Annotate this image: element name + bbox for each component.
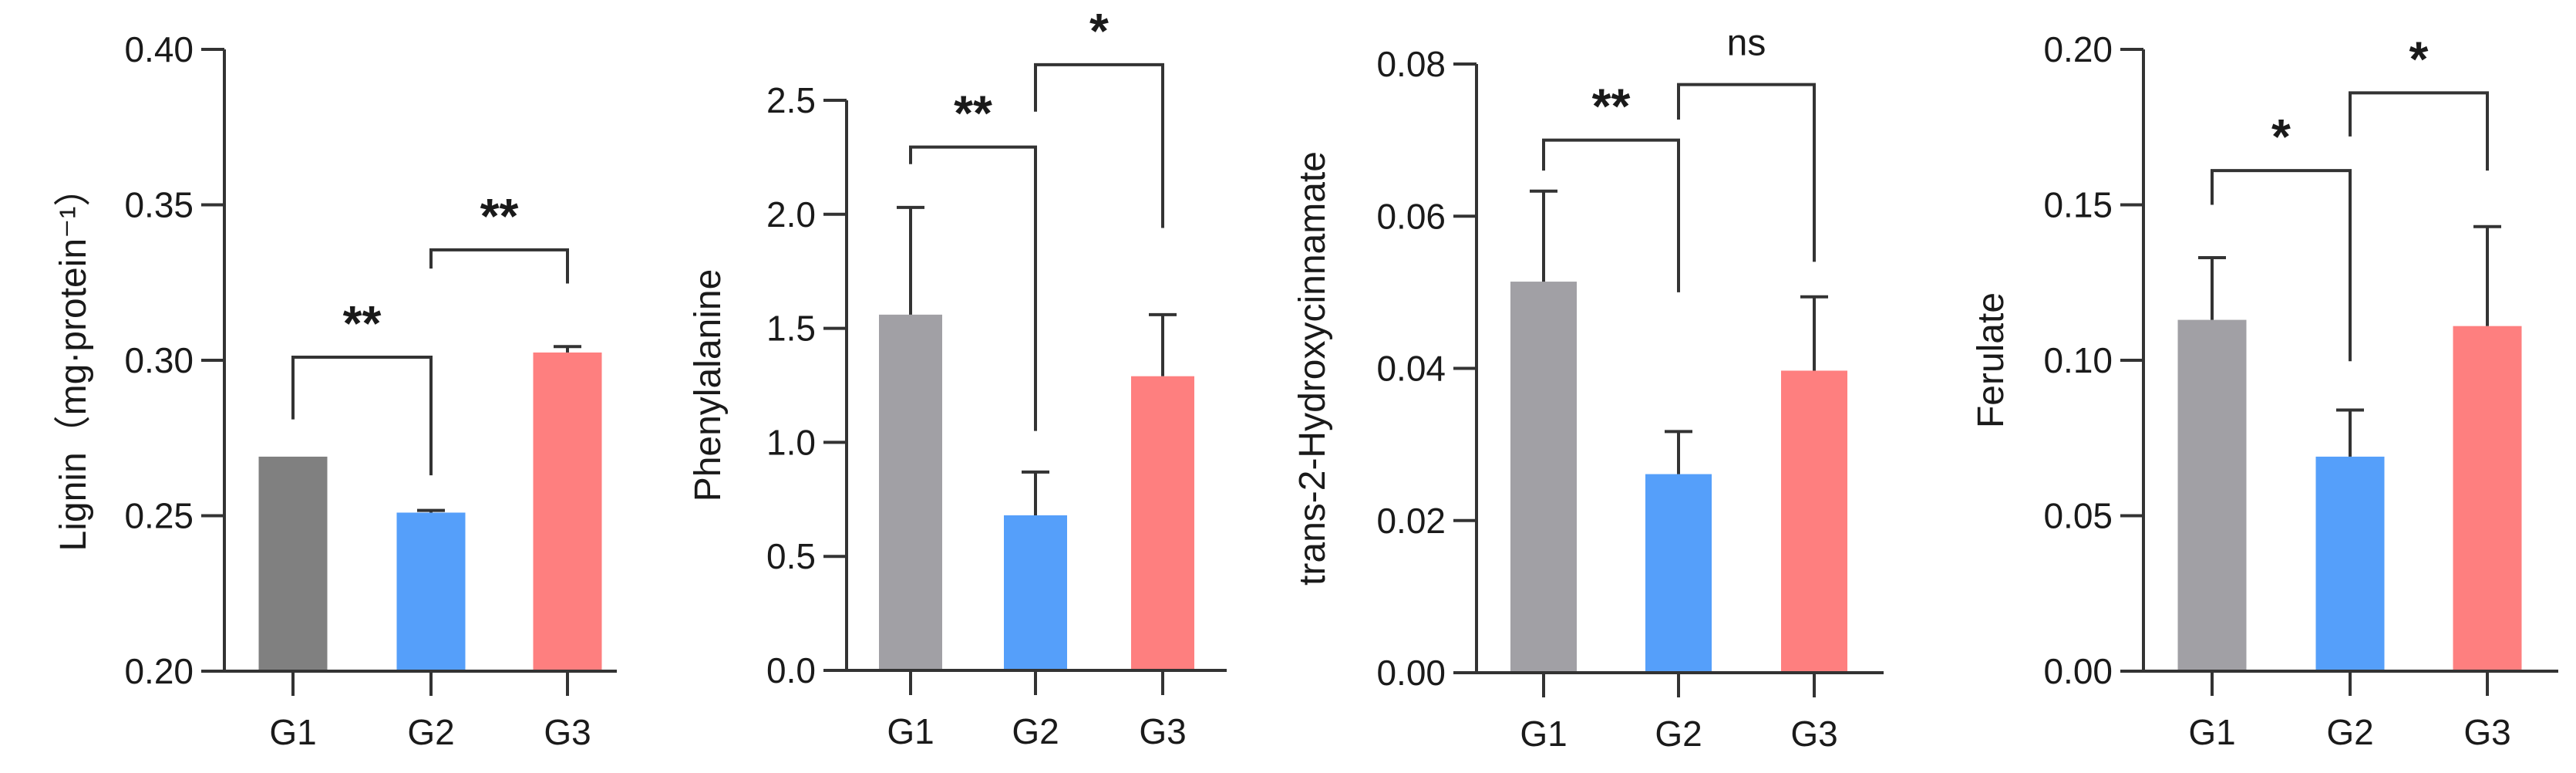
y-tick-label: 2.5 (766, 80, 816, 120)
y-tick-label: 2.0 (766, 194, 816, 235)
significance-label: ** (1592, 79, 1631, 134)
y-tick-label: 1.5 (766, 309, 816, 349)
significance-label: * (2409, 31, 2429, 86)
significance-bracket (291, 355, 433, 476)
bar-G1 (879, 314, 942, 670)
bar-G1 (1510, 282, 1577, 673)
x-tick-label: G2 (1012, 711, 1059, 751)
significance-label: * (1089, 3, 1109, 59)
x-tick-label: G1 (2188, 712, 2235, 752)
x-tick-label: G3 (1790, 714, 1837, 754)
y-tick-label: 0.5 (766, 536, 816, 576)
bar-G3 (2453, 326, 2522, 671)
y-tick-label: 0.00 (2043, 651, 2113, 691)
x-tick-label: G1 (1520, 714, 1567, 754)
y-tick-label: 0.00 (1376, 653, 1446, 693)
y-axis-label: trans-2-Hydroxycinnamate (1292, 151, 1333, 586)
significance-bracket (1034, 62, 1164, 228)
y-tick-label: 0.08 (1376, 44, 1446, 84)
y-tick-label: 0.20 (2043, 29, 2113, 69)
y-axis-label: Phenylalanine (688, 269, 729, 502)
bar-G3 (1131, 376, 1194, 670)
y-tick-label: 0.02 (1376, 501, 1446, 541)
y-axis-label: Lignin（mg·protein⁻¹） (53, 170, 94, 552)
significance-bracket (2211, 169, 2352, 362)
x-tick-label: G2 (2326, 712, 2373, 752)
y-tick-label: 0.15 (2043, 185, 2113, 225)
y-tick-label: 0.06 (1376, 196, 1446, 236)
x-tick-label: G2 (407, 712, 454, 752)
bar-G1 (2177, 319, 2247, 671)
y-axis-label: Ferulate (1971, 292, 2012, 428)
x-tick-label: G1 (887, 711, 934, 751)
significance-label: * (2271, 109, 2291, 164)
y-tick-label: 0.25 (124, 496, 194, 536)
chart-panel-3: 0.00 0.02 0.04 0.06 0.08 G1 G2 G3 trans-2-Hydrox… (1292, 23, 1884, 754)
bar-G2 (1004, 515, 1067, 670)
y-tick-label: 1.0 (766, 422, 816, 462)
bar-G2 (2315, 456, 2385, 671)
bar-G1 (258, 456, 328, 671)
significance-label: ** (480, 188, 519, 244)
y-tick-label: 0.0 (766, 650, 816, 690)
y-tick-label: 0.10 (2043, 340, 2113, 380)
bar-G3 (1781, 370, 1847, 673)
y-tick-label: 0.40 (124, 29, 194, 69)
x-tick-label: G3 (544, 712, 591, 752)
significance-bracket (1542, 138, 1680, 292)
significance-label: ** (954, 86, 992, 141)
y-tick-label: 0.35 (124, 185, 194, 225)
chart-panel-1: 0.20 0.25 0.30 0.35 0.40 G1 G2 G3 Lignin（mg·prot… (53, 29, 617, 752)
significance-bracket (2349, 91, 2489, 171)
y-tick-label: 0.30 (124, 340, 194, 380)
x-tick-label: G1 (269, 712, 316, 752)
y-tick-label: 0.04 (1376, 349, 1446, 389)
x-tick-label: G3 (1139, 711, 1186, 751)
bar-G2 (396, 512, 466, 671)
y-tick-label: 0.20 (124, 651, 194, 691)
significance-label: ** (343, 295, 382, 351)
bar-G2 (1645, 474, 1712, 673)
significance-bracket (909, 145, 1037, 431)
significance-label: ns (1727, 23, 1766, 64)
chart-panel-4: 0.00 0.05 0.10 0.15 0.20 G1 G2 G3 Ferulate * * (1971, 29, 2558, 752)
significance-bracket (429, 248, 569, 284)
x-tick-label: G2 (1655, 714, 1702, 754)
x-tick-label: G3 (2463, 712, 2510, 752)
bar-G3 (533, 352, 602, 671)
significance-bracket (1677, 83, 1816, 262)
y-tick-label: 0.05 (2043, 496, 2113, 536)
